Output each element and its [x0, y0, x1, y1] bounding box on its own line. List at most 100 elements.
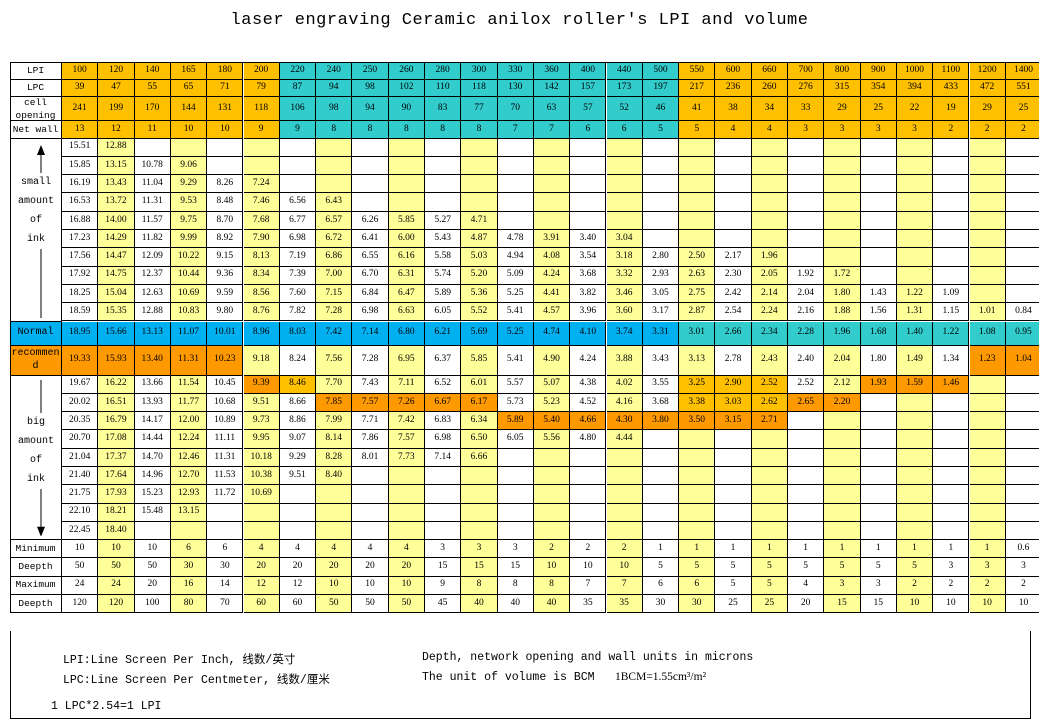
volume-cell [788, 467, 825, 486]
volume-cell: 1.08 [969, 321, 1006, 346]
volume-cell: 4.30 [606, 412, 643, 431]
volume-cell [425, 175, 462, 194]
volume-cell [751, 156, 788, 176]
volume-cell: 7.71 [352, 412, 389, 431]
volume-cell [388, 485, 425, 504]
volume-cell [606, 485, 643, 504]
volume-cell [751, 521, 788, 541]
volume-cell: 4.66 [570, 412, 607, 431]
header-cell: 173 [606, 79, 643, 97]
volume-cell: 18.40 [98, 521, 135, 541]
volume-cell: 6.86 [316, 248, 353, 267]
bottom-cell: 50 [98, 558, 135, 577]
volume-cell [497, 467, 534, 486]
volume-cell [969, 467, 1006, 486]
volume-cell: 3.04 [606, 230, 643, 249]
header-cell: 2 [1005, 121, 1039, 139]
volume-cell: 12.37 [134, 266, 171, 285]
volume-cell [533, 521, 571, 541]
volume-cell [497, 175, 534, 194]
volume-cell [570, 138, 607, 157]
volume-cell [715, 211, 752, 230]
volume-cell [896, 448, 934, 467]
header-cell: 10 [170, 121, 208, 139]
header-cell: 2 [969, 121, 1006, 139]
volume-cell: 7.15 [316, 284, 353, 304]
header-cell: 1000 [896, 62, 934, 80]
bottom-cell: 1 [751, 540, 788, 559]
header-cell: 63 [533, 97, 571, 121]
volume-cell: 7.39 [279, 266, 317, 285]
volume-cell: 20.02 [62, 393, 99, 413]
bottom-cell: 10 [533, 558, 571, 577]
volume-cell [388, 467, 425, 486]
volume-cell [751, 230, 788, 249]
bottom-cell: 10 [896, 594, 934, 613]
volume-cell: 7.57 [388, 430, 425, 449]
volume-cell: 2.14 [751, 284, 788, 304]
volume-cell [570, 467, 607, 486]
header-cell: 220 [279, 62, 317, 80]
volume-cell [316, 156, 353, 176]
volume-cell [969, 193, 1006, 212]
header-row-label: Net wall [10, 121, 62, 139]
volume-cell [679, 521, 716, 541]
lpi-definition: LPI:Line Screen Per Inch, 线数/英寸 [63, 654, 296, 667]
volume-cell: 5.52 [461, 303, 498, 322]
volume-cell: 9.06 [170, 156, 208, 176]
volume-cell [352, 156, 389, 176]
volume-cell: 7.42 [316, 321, 353, 346]
header-cell: 800 [824, 62, 861, 80]
volume-cell [425, 467, 462, 486]
header-cell: 600 [715, 62, 752, 80]
bottom-cell: 10 [388, 576, 425, 595]
volume-cell [134, 138, 171, 157]
volume-cell: 5.41 [497, 345, 534, 376]
volume-cell: 1.96 [751, 248, 788, 267]
volume-cell [896, 430, 934, 449]
volume-cell: 5.74 [425, 266, 462, 285]
header-cell: 241 [62, 97, 99, 121]
volume-cell [1005, 467, 1039, 486]
volume-cell: 5.58 [425, 248, 462, 267]
volume-cell [170, 521, 208, 541]
header-cell: 165 [170, 62, 208, 80]
volume-cell: 1.88 [824, 303, 861, 322]
volume-cell [497, 485, 534, 504]
volume-cell: 6.17 [461, 393, 498, 413]
volume-cell [1005, 521, 1039, 541]
volume-cell [969, 521, 1006, 541]
header-cell: 33 [788, 97, 825, 121]
volume-cell: 5.56 [533, 430, 571, 449]
volume-cell [570, 211, 607, 230]
ink-amount-word: amount [12, 191, 60, 211]
volume-cell: 3.68 [642, 393, 680, 413]
bottom-cell: 1 [642, 540, 680, 559]
volume-cell: 6.50 [461, 430, 498, 449]
header-cell: 79 [243, 79, 280, 97]
volume-cell [352, 193, 389, 212]
header-cell: 41 [679, 97, 716, 121]
volume-cell: 11.54 [170, 375, 208, 394]
volume-cell: 12.09 [134, 248, 171, 267]
volume-cell: 8.40 [316, 467, 353, 486]
header-cell: 3 [860, 121, 897, 139]
volume-cell [896, 485, 934, 504]
volume-cell: 6.72 [316, 230, 353, 249]
volume-cell: 3.54 [570, 248, 607, 267]
header-cell: 34 [751, 97, 788, 121]
volume-cell [642, 211, 680, 230]
volume-cell: 10.83 [170, 303, 208, 322]
volume-cell [751, 211, 788, 230]
volume-cell: 7.28 [352, 345, 389, 376]
bottom-cell: 5 [751, 558, 788, 577]
volume-cell: 7.57 [352, 393, 389, 413]
volume-cell: 2.16 [788, 303, 825, 322]
header-cell: 360 [533, 62, 571, 80]
volume-cell [352, 503, 389, 522]
bottom-cell: 25 [715, 594, 752, 613]
volume-cell: 13.13 [134, 321, 171, 346]
volume-cell: 4.24 [570, 345, 607, 376]
bottom-cell: 12 [243, 576, 280, 595]
header-cell: 180 [207, 62, 244, 80]
